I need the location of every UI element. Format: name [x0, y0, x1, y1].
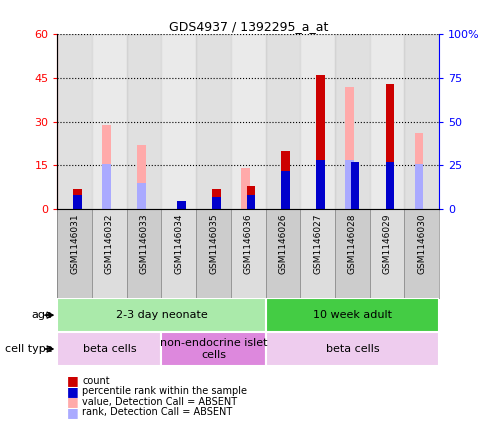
Text: rank, Detection Call = ABSENT: rank, Detection Call = ABSENT — [82, 407, 233, 418]
Bar — [57, 298, 265, 332]
Bar — [351, 162, 359, 209]
Bar — [247, 195, 255, 209]
Bar — [241, 168, 250, 209]
Bar — [73, 189, 82, 209]
Bar — [316, 75, 325, 209]
Bar — [162, 34, 196, 209]
Bar — [345, 160, 354, 209]
Text: value, Detection Call = ABSENT: value, Detection Call = ABSENT — [82, 397, 238, 407]
Bar — [177, 201, 186, 209]
Bar — [370, 209, 404, 298]
Bar — [404, 209, 439, 298]
Text: age: age — [31, 310, 52, 320]
Bar — [386, 162, 394, 209]
Text: non-endocrine islet
cells: non-endocrine islet cells — [160, 338, 267, 360]
Bar — [265, 34, 300, 209]
Text: GSM1146028: GSM1146028 — [348, 214, 357, 275]
Text: GSM1146036: GSM1146036 — [244, 214, 253, 275]
Text: 2-3 day neonate: 2-3 day neonate — [116, 310, 208, 320]
Bar — [265, 332, 439, 366]
Bar — [162, 332, 265, 366]
Bar — [335, 209, 370, 298]
Text: ■: ■ — [67, 396, 79, 408]
Bar — [335, 34, 370, 209]
Text: GSM1146034: GSM1146034 — [174, 214, 183, 275]
Bar — [281, 171, 290, 209]
Title: GDS4937 / 1392295_a_at: GDS4937 / 1392295_a_at — [169, 20, 328, 33]
Bar — [92, 209, 127, 298]
Bar — [247, 186, 255, 209]
Bar — [300, 209, 335, 298]
Bar — [137, 145, 146, 209]
Bar — [370, 34, 404, 209]
Text: GSM1146031: GSM1146031 — [70, 214, 79, 275]
Bar — [335, 209, 370, 298]
Bar — [196, 209, 231, 298]
Text: beta cells: beta cells — [325, 344, 379, 354]
Bar — [196, 34, 231, 209]
Bar — [265, 209, 300, 298]
Bar — [212, 197, 221, 209]
Bar — [177, 201, 186, 209]
Bar — [415, 133, 423, 209]
Text: beta cells: beta cells — [83, 344, 136, 354]
Text: GSM1146032: GSM1146032 — [105, 214, 114, 275]
Bar — [102, 164, 111, 209]
Bar — [231, 34, 265, 209]
Bar — [92, 209, 127, 298]
Bar — [137, 183, 146, 209]
Bar — [300, 209, 335, 298]
Bar — [265, 209, 300, 298]
Bar — [127, 209, 162, 298]
Bar — [370, 209, 404, 298]
Bar — [404, 34, 439, 209]
Bar — [73, 195, 82, 209]
Text: ■: ■ — [67, 406, 79, 419]
Bar — [127, 209, 162, 298]
Bar — [57, 209, 92, 298]
Bar — [196, 209, 231, 298]
Bar — [162, 209, 196, 298]
Bar — [57, 34, 92, 209]
Text: ■: ■ — [67, 385, 79, 398]
Bar — [102, 124, 111, 209]
Text: GSM1146030: GSM1146030 — [417, 214, 426, 275]
Text: cell type: cell type — [5, 344, 52, 354]
Bar — [316, 160, 325, 209]
Bar — [212, 189, 221, 209]
Text: GSM1146033: GSM1146033 — [140, 214, 149, 275]
Bar — [281, 151, 290, 209]
Text: percentile rank within the sample: percentile rank within the sample — [82, 386, 248, 396]
Text: GSM1146026: GSM1146026 — [278, 214, 287, 275]
Bar — [57, 332, 162, 366]
Bar — [92, 34, 127, 209]
Bar — [127, 34, 162, 209]
Text: GSM1146029: GSM1146029 — [383, 214, 392, 275]
Bar — [231, 209, 265, 298]
Bar — [265, 298, 439, 332]
Bar — [386, 84, 394, 209]
Bar — [415, 164, 423, 209]
Bar — [345, 87, 354, 209]
Bar — [162, 209, 196, 298]
Text: GSM1146027: GSM1146027 — [313, 214, 322, 275]
Bar — [404, 209, 439, 298]
Bar — [57, 209, 92, 298]
Text: count: count — [82, 376, 110, 386]
Bar — [300, 34, 335, 209]
Text: ■: ■ — [67, 374, 79, 387]
Bar — [231, 209, 265, 298]
Text: 10 week adult: 10 week adult — [313, 310, 392, 320]
Text: GSM1146035: GSM1146035 — [209, 214, 218, 275]
